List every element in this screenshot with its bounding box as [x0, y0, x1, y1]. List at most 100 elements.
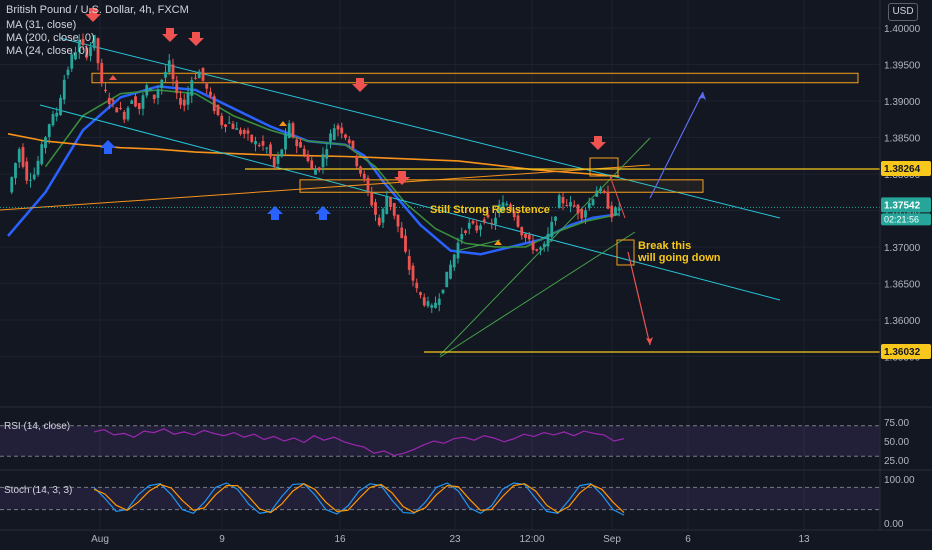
break-zone-top [589, 157, 619, 177]
candle-body [599, 188, 602, 191]
time-tick-label: Sep [603, 534, 621, 545]
candle-body [164, 71, 167, 78]
candle-body [370, 192, 374, 206]
rsi-band [0, 425, 880, 457]
time-axis[interactable]: Aug 9 16 23 12:00 Sep 6 13 [0, 529, 932, 545]
small-down-marker [494, 240, 502, 245]
price-tag-current: 1.37542 [884, 200, 921, 211]
candle-body [494, 217, 497, 225]
candle-body [546, 233, 550, 247]
candle-body [441, 289, 445, 294]
oscillator-pane-backgrounds [0, 406, 932, 511]
candle-body [516, 215, 520, 227]
candle-body [77, 40, 81, 52]
time-tick-label: 9 [219, 534, 225, 545]
candle-body [284, 133, 287, 150]
price-countdown: 02:21:56 [884, 214, 919, 224]
channel-line-mid [459, 239, 501, 251]
time-tick-label: 16 [334, 534, 346, 545]
candle-body [10, 177, 14, 193]
candle-body [216, 104, 220, 116]
candle-body [257, 144, 261, 147]
price-axis[interactable]: 1.400001.395001.390001.385001.380001.375… [879, 0, 931, 530]
candle-body [171, 64, 175, 80]
candle-body [452, 254, 456, 268]
down-arrow-icon [188, 32, 204, 46]
candle-body [280, 149, 284, 157]
candle-body [55, 112, 59, 117]
candle-body [291, 123, 295, 138]
candle-body [535, 249, 539, 251]
candle-body [471, 220, 475, 224]
stoch-tick-label: 100.00 [884, 475, 915, 486]
candle-body [104, 89, 107, 92]
candle-body [160, 79, 164, 88]
candle-body [272, 157, 276, 167]
indicator-ma200[interactable]: MA (200, close, 0) [6, 32, 95, 44]
candle-body [572, 205, 576, 207]
projection-up-line [649, 91, 704, 199]
candle-body [29, 179, 32, 181]
candle-body [486, 214, 490, 218]
candle-body [610, 205, 614, 218]
candle-body [527, 234, 531, 240]
candle-body [152, 94, 156, 100]
candle-body [396, 214, 400, 227]
candle-body [482, 219, 486, 223]
candle-body [175, 80, 179, 94]
candle-body [434, 302, 437, 308]
candle-body [325, 149, 329, 159]
candle-body [209, 91, 212, 96]
candle-body [47, 124, 51, 137]
candle-body [182, 99, 186, 106]
rsi-tick-label: 25.00 [884, 456, 909, 467]
candle-body [426, 301, 430, 307]
candle-body [332, 128, 336, 140]
down-arrow-icon [85, 8, 101, 22]
price-tick-label: 1.40000 [884, 24, 921, 35]
price-tick-label: 1.38500 [884, 134, 921, 145]
candle-body [179, 97, 182, 105]
break-zone-bottom [616, 239, 635, 266]
candle-body [299, 142, 302, 148]
candle-body [246, 130, 250, 134]
candle-body [584, 210, 587, 218]
candle-body [464, 230, 467, 234]
projection-small-down-line [609, 175, 626, 219]
candle-body [565, 204, 569, 206]
candle-body [212, 96, 216, 112]
small-down-marker [279, 121, 287, 126]
down-arrow-icon [590, 136, 606, 150]
candle-body [520, 227, 524, 236]
candle-body [407, 256, 411, 270]
candle-body [329, 133, 332, 142]
candle-body [377, 217, 381, 226]
candle-body [89, 47, 92, 57]
chart-title[interactable]: British Pound / U.S. Dollar, 4h, FXCM [6, 4, 189, 16]
indicator-ma24[interactable]: MA (24, close, 0) [6, 45, 89, 57]
candle-body [561, 197, 565, 204]
price-tick-label: 1.37000 [884, 243, 921, 254]
signal-arrows [85, 8, 606, 245]
candle-body [197, 71, 201, 79]
indicator-ma31[interactable]: MA (31, close) [6, 19, 77, 31]
candle-body [269, 144, 272, 157]
rsi-tick-label: 50.00 [884, 437, 909, 448]
candle-body [111, 99, 115, 102]
price-tag-level-lower-bg [881, 344, 931, 359]
currency-button[interactable]: USD [888, 3, 918, 21]
candle-body [62, 79, 66, 100]
candle-body [51, 114, 55, 126]
candle-body [557, 195, 561, 209]
price-tick-label: 1.36500 [884, 280, 921, 291]
stoch-label[interactable]: Stoch (14, 3, 3) [4, 485, 72, 496]
rsi-label[interactable]: RSI (14, close) [4, 421, 70, 432]
candle-body [344, 134, 347, 138]
candle-body [32, 174, 36, 180]
candle-body [261, 141, 265, 146]
candle-body [145, 85, 149, 96]
price-tag-current-bg [881, 197, 931, 213]
candle-body [460, 234, 464, 240]
candle-body [415, 282, 419, 289]
